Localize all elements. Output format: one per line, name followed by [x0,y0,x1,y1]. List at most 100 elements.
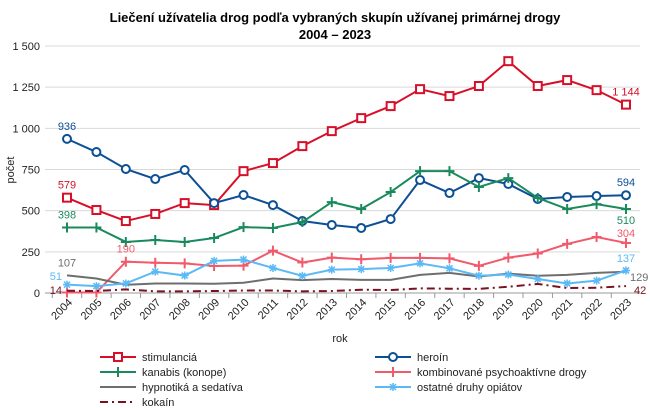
data-point [267,200,278,211]
data-point [267,245,278,256]
y-tick-label: 1 250 [12,82,40,94]
legend-item: kombinované psychoaktívne drogy [375,367,587,379]
data-point [386,263,395,272]
data-point [504,270,513,279]
data-point [238,190,249,201]
data-point [621,237,631,248]
data-point [179,258,190,269]
legend-label: ostatné druhy opiátov [417,382,523,394]
data-point [473,181,484,192]
x-tick-label: 2020 [520,297,546,323]
data-point [327,265,336,274]
data-point [62,192,72,203]
data-point [326,197,337,208]
legend-label: kombinované psychoaktívne drogy [417,367,587,379]
series-line [66,258,627,288]
data-point [385,252,396,263]
chart-title: Liečení užívatelia drog podľa vybraných … [110,10,562,25]
chart-subtitle: 2004 – 2023 [299,27,371,42]
data-point [591,191,602,202]
x-tick-label: 2019 [491,297,517,323]
data-label: 14 [50,285,62,297]
x-tick-label: 2016 [402,297,428,323]
legend-label: heroín [417,352,448,364]
data-label: 579 [58,180,76,192]
data-point [474,271,483,280]
data-point [444,91,455,102]
y-tick-label: 1 500 [12,41,40,53]
data-point [62,222,72,233]
data-point [444,166,455,177]
x-tick-label: 2005 [79,297,105,323]
data-point [415,175,426,186]
x-tick-label: 2017 [432,297,458,323]
y-tick-label: 500 [22,206,40,218]
data-point [150,234,161,245]
data-point [473,260,484,271]
x-tick-label: 2013 [314,297,340,323]
data-point [150,208,161,219]
y-tick-label: 1 000 [12,123,40,135]
data-point [415,166,426,177]
data-point [91,222,102,233]
data-label: 398 [58,209,76,221]
data-point [179,236,190,247]
x-tick-label: 2018 [461,297,487,323]
x-tick-label: 2009 [196,297,222,323]
x-tick-label: 2023 [608,297,634,323]
data-point [92,282,101,291]
series-1 [62,133,631,233]
legend-item: kokaín [100,397,174,408]
data-point [238,222,249,233]
x-axis-label: rok [332,333,348,345]
data-point [297,257,308,268]
data-point [63,280,71,289]
data-point [238,166,249,177]
data-point [120,256,131,267]
data-point [473,81,484,92]
y-axis-label: počet [5,157,17,184]
data-point [113,352,123,362]
data-point [120,236,131,247]
data-point [150,257,161,268]
data-point [385,101,396,112]
data-point [621,190,631,201]
data-label: 137 [617,253,635,265]
series-2 [62,166,631,247]
legend-label: stimulanciá [142,352,198,364]
x-tick-label: 2015 [373,297,399,323]
legend-item: ostatné druhy opiátov [375,382,523,394]
series-5 [63,255,630,291]
data-point [91,147,102,158]
legend-label: kanabis (konope) [142,367,226,379]
x-tick-label: 2011 [256,297,281,322]
x-tick-label: 2022 [579,297,605,323]
legend-item: hypnotiká a sedatíva [100,382,244,394]
data-point [91,205,102,216]
series-line [66,270,627,286]
series-3 [62,232,631,298]
data-point [591,199,602,210]
data-point [210,256,219,265]
x-tick-label: 2012 [285,297,311,323]
y-tick-label: 0 [34,288,40,300]
data-label: 304 [617,228,635,240]
data-label: 129 [630,272,648,284]
data-label: 936 [58,121,76,133]
series-line [66,282,627,293]
data-point [326,219,337,230]
data-point [385,214,396,225]
x-tick-label: 2004 [49,297,75,323]
data-point [267,158,278,169]
data-point [62,287,72,298]
data-point [503,173,514,184]
data-point [532,248,543,259]
data-point [357,265,366,274]
data-point [356,222,367,233]
data-point [62,133,72,144]
data-point [385,187,396,198]
series-4 [66,270,627,286]
data-point [532,192,543,203]
